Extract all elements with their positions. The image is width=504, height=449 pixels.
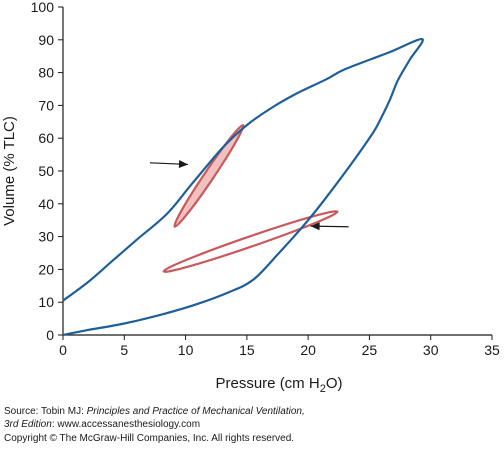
- axes: [62, 7, 492, 336]
- y-tick-label-60: 60: [38, 130, 54, 146]
- y-axis-label: Volume (% TLC): [1, 116, 18, 226]
- edition: 3rd Edition: [4, 419, 52, 430]
- compliance-ellipses: [162, 123, 339, 273]
- y-tick-label-20: 20: [38, 261, 54, 277]
- x-tick-label-20: 20: [300, 342, 316, 358]
- tick-marks: [58, 6, 493, 340]
- footer-source-line-1: Source: Tobin MJ: Principles and Practic…: [4, 406, 305, 418]
- arrow-head: [178, 160, 189, 169]
- filled-compliance-ellipse: [173, 123, 245, 228]
- y-tick-label-10: 10: [38, 294, 54, 310]
- y-tick-labels: 0 10 20 30 40 50 60 70 80 90 100: [31, 0, 55, 343]
- source-prefix: Source: Tobin MJ:: [4, 406, 87, 417]
- website: : www.accessanesthesiology.com: [51, 419, 201, 430]
- footer-copyright: Copyright © The McGraw-Hill Companies, I…: [4, 433, 295, 444]
- open-compliance-ellipse: [162, 210, 339, 273]
- x-tick-label-15: 15: [239, 342, 255, 358]
- pressure-volume-chart: 0 5 10 15 20 25 30 35 0 10 20 30 40 50 60 70 80 90 100 Pr…: [1, 0, 500, 395]
- x-tick-label-10: 10: [178, 342, 194, 358]
- annotation-arrows: [149, 160, 349, 231]
- y-tick-label-100: 100: [31, 0, 55, 15]
- series-layer: [62, 37, 424, 337]
- x-tick-labels: 0 5 10 15 20 25 30 35: [59, 342, 500, 358]
- arrow-head: [310, 222, 320, 231]
- x-tick-label-30: 30: [423, 342, 439, 358]
- y-tick-label-80: 80: [38, 65, 54, 81]
- x-tick-label-0: 0: [59, 342, 67, 358]
- footer-source-line-2: 3rd Edition: www.accessanesthesiology.co…: [4, 419, 200, 431]
- x-tick-label-35: 35: [484, 342, 500, 358]
- x-tick-label-25: 25: [362, 342, 378, 358]
- y-tick-label-90: 90: [38, 32, 54, 48]
- pressure-volume-loop-line: [62, 37, 424, 337]
- annotation-arrow-1: [149, 160, 189, 169]
- x-tick-label-5: 5: [120, 342, 128, 358]
- x-axis-label: Pressure (cm H2O): [216, 375, 343, 395]
- y-tick-label-40: 40: [38, 196, 54, 212]
- book-title: Principles and Practice of Mechanical Ve…: [86, 406, 305, 417]
- y-tick-label-70: 70: [38, 97, 54, 113]
- annotation-arrow-2: [310, 222, 349, 231]
- y-tick-label-50: 50: [38, 163, 54, 179]
- y-tick-label-0: 0: [46, 327, 54, 343]
- y-tick-label-30: 30: [38, 229, 54, 245]
